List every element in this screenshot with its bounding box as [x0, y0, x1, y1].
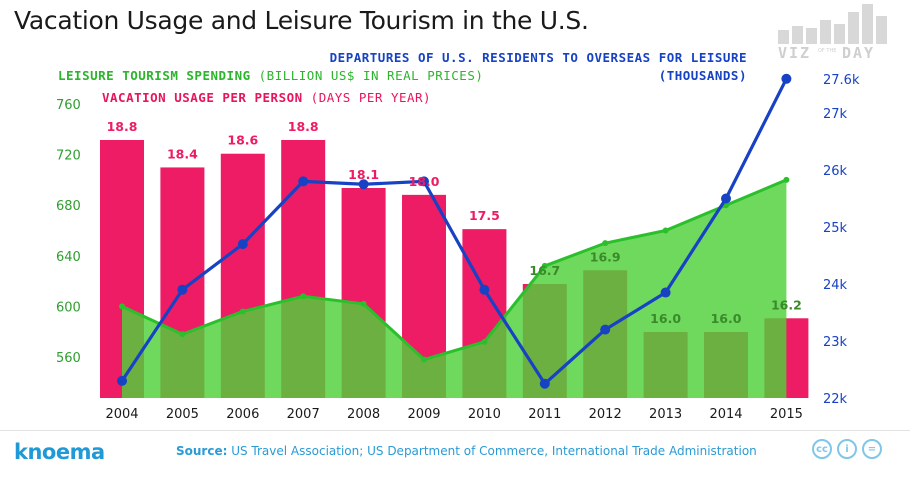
no-derivatives-icon[interactable]: = [862, 439, 882, 459]
x-tick-2015: 2015 [770, 407, 803, 422]
spending-point-2007 [300, 293, 307, 300]
spending-area [122, 179, 787, 398]
legend-vacation-unit: (DAYS PER YEAR) [303, 90, 431, 105]
left-tick-760: 760 [56, 98, 81, 113]
knoema-logo[interactable]: knoema [14, 440, 105, 464]
license-icons: cc i = [812, 439, 882, 459]
legend-vacation-name: VACATION USAGE PER PERSON [102, 90, 303, 105]
x-tick-2008: 2008 [347, 407, 380, 422]
viz-logo-viz: VIZ [778, 44, 811, 60]
right-tick-24k: 24k [823, 278, 848, 293]
departures-point-2006 [237, 239, 248, 250]
spending-point-2009 [421, 356, 427, 363]
spending-point-2004 [119, 303, 125, 310]
chart-canvas: 18.8 18.4 18.6 18.8 18.1 18.0 17.5 16.7 16.9 16.0… [56, 50, 860, 422]
bar-label-2010: 17.5 [469, 208, 500, 223]
legend-spending-name: LEISURE TOURISM SPENDING [58, 68, 251, 83]
chart-title: Vacation Usage and Leisure Tourism in th… [14, 6, 589, 35]
source-label: Source: [176, 444, 228, 458]
bar-label-2007: 18.8 [288, 119, 319, 134]
left-tick-680: 680 [56, 199, 81, 214]
departures-point-2004 [117, 375, 127, 386]
departures-point-2005 [177, 284, 188, 295]
bar-label-2012: 16.9 [590, 249, 621, 264]
bar-label-2005: 18.4 [167, 146, 198, 161]
spending-point-2012 [602, 240, 609, 247]
footer: knoema Source: US Travel Association; US… [0, 430, 910, 477]
x-tick-2006: 2006 [226, 407, 259, 422]
legend-vacation: VACATION USAGE PER PERSON (DAYS PER YEAR… [102, 90, 431, 105]
source-note: Source: US Travel Association; US Depart… [176, 444, 757, 458]
bar-label-2004: 18.8 [107, 119, 138, 134]
x-tick-2012: 2012 [589, 407, 622, 422]
right-tick-26k: 26k [823, 164, 848, 179]
left-tick-600: 600 [56, 300, 81, 315]
departures-point-2014 [721, 193, 731, 204]
bar-label-2014: 16.0 [711, 311, 742, 326]
bar-label-2015: 16.2 [771, 297, 802, 312]
legend-departures: DEPARTURES OF U.S. RESIDENTS TO OVERSEAS… [330, 50, 747, 65]
viz-logo-of: OF THE [818, 48, 836, 54]
spending-point-2005 [179, 331, 186, 338]
left-tick-560: 560 [56, 351, 81, 366]
spending-point-2006 [239, 308, 246, 315]
departures-point-2012 [600, 324, 611, 335]
spending-point-2010 [481, 338, 488, 345]
x-tick-2007: 2007 [287, 407, 320, 422]
x-tick-2011: 2011 [528, 407, 561, 422]
source-text: US Travel Association; US Department of … [227, 444, 757, 458]
departures-point-2007 [298, 176, 309, 187]
departures-point-2009 [419, 176, 429, 187]
spending-point-2011 [541, 262, 548, 269]
x-tick-2009: 2009 [407, 407, 440, 422]
legend-spending: LEISURE TOURISM SPENDING (BILLION US$ IN… [58, 68, 483, 83]
bar-label-2013: 16.0 [650, 311, 681, 326]
legend-departures-unit: (THOUSANDS) [659, 68, 747, 83]
bar-label-2009: 18.0 [409, 174, 440, 189]
x-tick-2013: 2013 [649, 407, 682, 422]
spending-line [121, 178, 787, 362]
departures-point-2013 [660, 287, 671, 298]
spending-point-2013 [662, 227, 669, 234]
bar-label-2008: 18.1 [348, 167, 379, 182]
spending-point-2008 [360, 300, 367, 307]
bar-label-2011: 16.7 [529, 263, 560, 278]
x-tick-2014: 2014 [709, 407, 742, 422]
spending-point-2015 [783, 176, 790, 183]
departures-point-2010 [479, 284, 490, 295]
viz-logo-day: DAY [842, 44, 875, 60]
legend-spending-unit: (BILLION US$ IN REAL PRICES) [251, 68, 484, 83]
departures-line [120, 78, 788, 386]
viz-of-the-day-logo: VIZ OF THE DAY [776, 4, 896, 62]
left-tick-640: 640 [56, 250, 81, 265]
departures-point-2015 [781, 73, 792, 84]
right-tick-27k: 27k [823, 107, 848, 122]
right-tick-25k: 25k [823, 221, 848, 236]
x-tick-2010: 2010 [468, 407, 501, 422]
right-tick-22k: 22k [823, 392, 848, 407]
attribution-icon[interactable]: i [837, 439, 857, 459]
bar-label-2006: 18.6 [227, 133, 258, 148]
right-tick-27.6k: 27.6k [823, 73, 860, 88]
departures-point-2008 [358, 179, 369, 190]
departures-point-2011 [539, 378, 550, 389]
right-tick-23k: 23k [823, 335, 848, 350]
x-tick-2004: 2004 [105, 407, 138, 422]
x-tick-2005: 2005 [166, 407, 199, 422]
left-tick-720: 720 [56, 149, 81, 164]
cc-icon[interactable]: cc [812, 439, 832, 459]
